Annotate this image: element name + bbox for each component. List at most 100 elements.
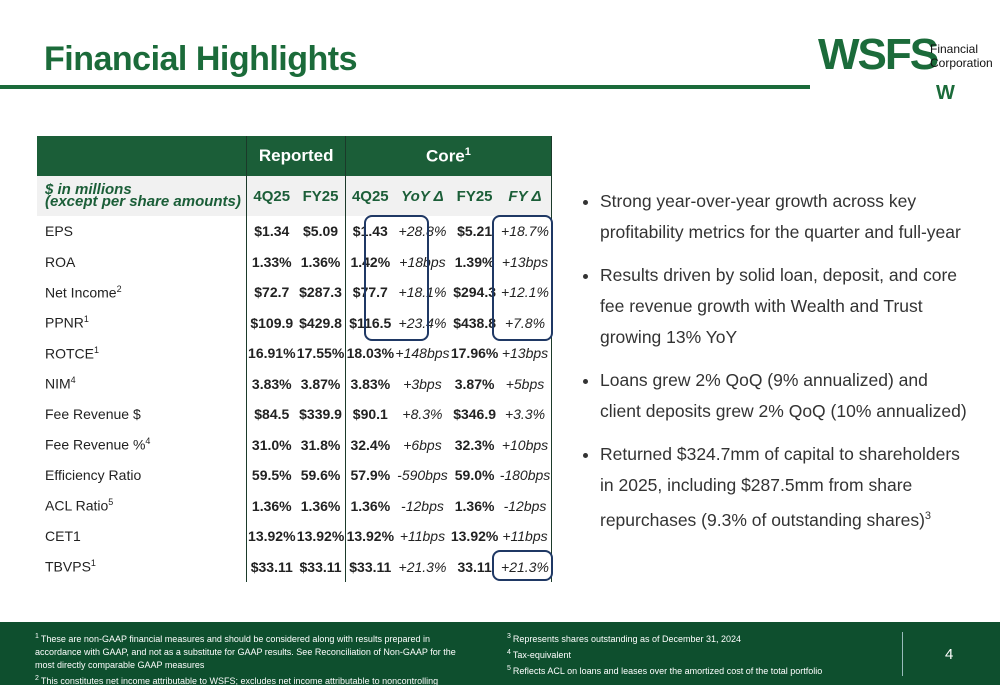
value-cell: 1.36% bbox=[344, 490, 395, 521]
footnote-text: Tax-equivalent bbox=[512, 650, 571, 660]
value-cell: +10bps bbox=[498, 429, 552, 460]
value-cell: $1.34 bbox=[246, 216, 297, 247]
group-text: Core bbox=[426, 146, 465, 166]
value-cell: $5.21 bbox=[457, 223, 493, 240]
value-cell: 33.11 bbox=[457, 558, 492, 575]
value-cell: 3.83% bbox=[246, 368, 297, 399]
column-header: 4Q25 bbox=[246, 176, 297, 216]
column-header: FY25 bbox=[450, 176, 499, 216]
value-cell: 1.39% bbox=[454, 253, 495, 270]
data-row: CET1 13.92% 13.92% 13.92% +11bps 13.92% +11bps bbox=[37, 521, 552, 552]
value-cell: 57.9% bbox=[344, 460, 395, 491]
label-text: ROTCE bbox=[45, 345, 94, 362]
value-cell: $116.5 bbox=[344, 307, 395, 338]
footnote-text: This constitutes net income attributable… bbox=[40, 676, 439, 685]
value-cell: +13bps bbox=[498, 246, 552, 277]
label-text: PPNR bbox=[45, 315, 84, 332]
superscript: 3 bbox=[924, 510, 932, 522]
value-cell: 13.92% bbox=[246, 521, 297, 552]
column-header: FY Δ bbox=[498, 176, 552, 216]
row-label: CET1 bbox=[37, 521, 247, 552]
data-row: EPS $1.34 $5.09 $1.43 +28.8% $5.21 +18.7% bbox=[37, 216, 552, 247]
row-label: ACL Ratio5 bbox=[37, 491, 247, 522]
footnote: 3 Represents shares outstanding as of Dec… bbox=[507, 630, 837, 646]
value-cell: +18bps bbox=[399, 253, 446, 270]
value-cell: 17.96% bbox=[450, 345, 499, 362]
value-cell: 1.36% bbox=[300, 497, 341, 514]
value-cell: 18.03% bbox=[344, 338, 395, 369]
row-label: NIM4 bbox=[37, 369, 247, 400]
label-text: Fee Revenue $ bbox=[45, 406, 141, 423]
value-cell: $33.11 bbox=[299, 558, 342, 575]
footnote-text: These are non-GAAP financial measures an… bbox=[35, 634, 456, 670]
label-text: CET1 bbox=[45, 528, 81, 545]
value-cell: +5bps bbox=[498, 368, 552, 399]
column-header: YoY Δ bbox=[394, 176, 451, 216]
value-cell: 13.92% bbox=[296, 528, 345, 545]
value-cell: +8.3% bbox=[402, 406, 443, 423]
bullet-text: Results driven by solid loan, deposit, a… bbox=[600, 265, 958, 347]
data-row: ROA 1.33% 1.36% 1.42% +18bps 1.39% +13bps bbox=[37, 246, 552, 278]
row-label: ROA bbox=[37, 247, 247, 278]
value-cell: 1.36% bbox=[246, 490, 297, 521]
value-cell: +28.8% bbox=[398, 223, 447, 240]
row-label: Net Income2 bbox=[37, 277, 247, 308]
footnote: 2 This constitutes net income attributabl… bbox=[35, 672, 465, 685]
value-cell: 1.36% bbox=[454, 497, 495, 514]
header-cell: $ in millions (except per share amounts) bbox=[37, 176, 247, 216]
superscript: 2 bbox=[116, 283, 122, 294]
data-row: Fee Revenue $ $84.5 $339.9 $90.1 +8.3% $346.9… bbox=[37, 399, 552, 430]
footer bbox=[0, 622, 1000, 685]
bullet: Loans grew 2% QoQ (9% annualized) and cl… bbox=[600, 365, 972, 427]
bullet-list: Strong year-over-year growth across key … bbox=[582, 186, 972, 548]
data-row: Net Income2 $72.7 $287.3 $77.7 +18.1% $294.3 +… bbox=[37, 277, 552, 308]
row-label: TBVPS1 bbox=[37, 552, 247, 583]
superscript: 3 bbox=[507, 633, 511, 640]
data-row: NIM4 3.83% 3.87% 3.83% +3bps 3.87% +5bps bbox=[37, 368, 552, 400]
value-cell: $77.7 bbox=[344, 277, 395, 308]
value-cell: +11bps bbox=[399, 528, 446, 545]
bullet: Returned $324.7mm of capital to sharehol… bbox=[600, 439, 972, 536]
highlight-box bbox=[492, 215, 553, 341]
value-cell: $5.09 bbox=[303, 223, 339, 240]
value-cell: +23.4% bbox=[398, 314, 447, 331]
value-cell: 3.83% bbox=[344, 368, 395, 399]
highlight-box bbox=[364, 215, 429, 341]
value-cell: +18.1% bbox=[398, 284, 447, 301]
superscript: 4 bbox=[70, 375, 76, 386]
row-label: Fee Revenue %4 bbox=[37, 430, 247, 461]
value-cell: $294.3 bbox=[453, 284, 497, 301]
value-cell: +6bps bbox=[403, 436, 442, 453]
label-text: ACL Ratio bbox=[45, 498, 109, 515]
value-cell: -590bps bbox=[397, 467, 448, 484]
label-text: TBVPS bbox=[45, 559, 91, 576]
value-cell: $429.8 bbox=[299, 314, 342, 331]
value-cell: +3.3% bbox=[498, 399, 552, 430]
value-cell: $72.7 bbox=[246, 277, 297, 308]
value-cell: +21.3% bbox=[398, 558, 447, 575]
value-cell: 3.87% bbox=[300, 375, 341, 392]
bullet: Strong year-over-year growth across key … bbox=[600, 186, 972, 248]
highlights-table: Reported Core1 $ in millions (except per sh… bbox=[37, 136, 553, 583]
value-cell: -12bps bbox=[401, 497, 444, 514]
row-label: ROTCE1 bbox=[37, 338, 247, 369]
logo-text: Financial bbox=[930, 42, 979, 56]
superscript: 1 bbox=[83, 314, 89, 325]
value-cell: $84.5 bbox=[246, 399, 297, 430]
title: Financial Highlights bbox=[44, 40, 358, 78]
row-label: Fee Revenue $ bbox=[37, 399, 247, 430]
group-header: Core1 bbox=[344, 136, 553, 176]
value-cell: 13.92% bbox=[450, 528, 499, 545]
label-text: EPS bbox=[45, 223, 74, 240]
title-rule bbox=[0, 85, 810, 89]
footnote: 1 These are non-GAAP financial measures a… bbox=[35, 630, 465, 672]
data-row: ACL Ratio5 1.36% 1.36% 1.36% -12bps 1.36% -12b… bbox=[37, 490, 552, 522]
value-cell: $287.3 bbox=[299, 284, 342, 301]
value-cell: +11bps bbox=[498, 521, 552, 552]
cell bbox=[37, 136, 247, 176]
value-cell: +3bps bbox=[403, 375, 442, 392]
label-text: Net Income bbox=[45, 284, 117, 301]
footer-divider bbox=[902, 632, 903, 676]
column-header: 4Q25 bbox=[344, 176, 395, 216]
label-text: Efficiency Ratio bbox=[45, 467, 142, 484]
